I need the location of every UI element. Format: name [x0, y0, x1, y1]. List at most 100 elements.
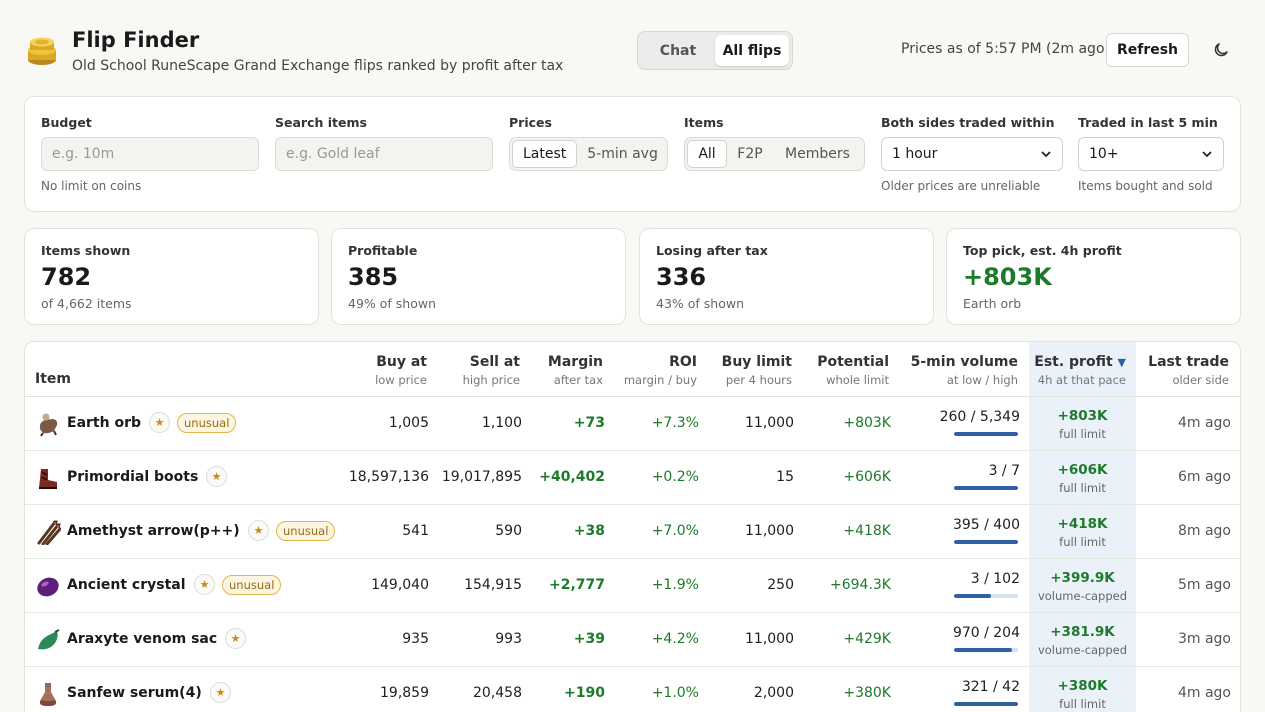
last-trade-cell: 4m ago [1177, 415, 1231, 431]
roi-cell: +0.2% [651, 469, 699, 485]
page-subtitle: Old School RuneScape Grand Exchange flip… [72, 58, 564, 74]
stat-value: 336 [656, 263, 707, 291]
potential-cell: +380K [843, 685, 891, 701]
volume-bar [954, 486, 1018, 490]
volume-cell: 3 / 7 [988, 463, 1020, 479]
est-profit-value: +380K [1057, 678, 1108, 694]
item-name[interactable]: Ancient crystal [67, 577, 186, 593]
moon-icon [1214, 42, 1228, 56]
volume-bar-fill [954, 432, 1018, 436]
margin-cell: +38 [573, 523, 605, 539]
item-name[interactable]: Primordial boots [67, 469, 199, 485]
est-profit-cell: +606K full limit [1029, 462, 1136, 495]
est-profit-note: volume-capped [1037, 589, 1128, 603]
star-icon[interactable]: ★ [206, 466, 227, 487]
search-input[interactable] [275, 137, 493, 171]
table-row[interactable]: Ancient crystal ★ unusual 149,040 154,915 +2,… [25, 559, 1240, 613]
tab-all-flips[interactable]: All flips [715, 35, 789, 66]
col-item[interactable]: Item [35, 371, 71, 387]
item-name[interactable]: Earth orb [67, 415, 141, 431]
table-row[interactable]: Amethyst arrow(p++) ★ unusual 541 590 +38 +7.0… [25, 505, 1240, 559]
buy-limit-cell: 11,000 [745, 523, 794, 539]
est-profit-value: +418K [1057, 516, 1108, 532]
mode-toggle: Chat All flips [637, 31, 793, 70]
prices-latest-button[interactable]: Latest [512, 140, 578, 168]
buy-limit-cell: 2,000 [753, 685, 794, 701]
coins-icon [28, 37, 56, 65]
refresh-button[interactable]: Refresh [1106, 33, 1189, 67]
crystal-icon [35, 573, 61, 599]
table-row[interactable]: Earth orb ★ unusual 1,005 1,100 +73 +7.3% 11,00… [25, 397, 1240, 451]
items-members-button[interactable]: Members [773, 140, 862, 168]
col-potential[interactable]: Potential whole limit [817, 354, 889, 387]
last-trade-cell: 5m ago [1177, 577, 1231, 593]
last-trade-cell: 6m ago [1177, 469, 1231, 485]
est-profit-value: +399.9K [1050, 570, 1115, 586]
star-icon[interactable]: ★ [248, 520, 269, 541]
traded-last-select[interactable]: 10+ [1078, 137, 1224, 171]
potential-cell: +803K [843, 415, 891, 431]
chevron-down-icon [1041, 151, 1051, 158]
roi-cell: +7.0% [651, 523, 699, 539]
star-icon[interactable]: ★ [225, 628, 246, 649]
table-row[interactable]: Primordial boots ★ 18,597,136 19,017,895 +40… [25, 451, 1240, 505]
potential-cell: +606K [843, 469, 891, 485]
potential-cell: +418K [843, 523, 891, 539]
sell-cell: 20,458 [473, 685, 522, 701]
est-profit-cell: +418K full limit [1029, 516, 1136, 549]
col-roi[interactable]: ROI margin / buy [623, 354, 697, 387]
prices-toggle: Latest 5-min avg [509, 137, 668, 171]
col-est-profit[interactable]: Est. profit ▼ 4h at that pace [1034, 354, 1126, 387]
unusual-badge: unusual [177, 413, 237, 433]
arrows-icon [35, 519, 62, 546]
volume-cell: 395 / 400 [952, 517, 1020, 533]
item-name[interactable]: Araxyte venom sac [67, 631, 218, 647]
buy-cell: 935 [402, 631, 429, 647]
buy-limit-cell: 15 [776, 469, 794, 485]
budget-input[interactable] [41, 137, 259, 171]
stat-value: +803K [963, 263, 1052, 291]
margin-cell: +40,402 [539, 469, 605, 485]
table-row[interactable]: Araxyte venom sac ★ 935 993 +39 +4.2% 11,000 +4… [25, 613, 1240, 667]
sell-cell: 993 [495, 631, 522, 647]
col-volume[interactable]: 5-min volume at low / high [910, 354, 1018, 387]
sell-cell: 154,915 [464, 577, 522, 593]
app-header: Flip Finder Old School RuneScape Grand E… [24, 26, 1241, 76]
col-sell-at[interactable]: Sell at high price [462, 354, 520, 387]
volume-bar-fill [954, 594, 992, 598]
col-last-trade[interactable]: Last trade older side [1148, 354, 1229, 387]
col-buy-at[interactable]: Buy at low price [375, 354, 427, 387]
flips-table: Item Buy at low price Sell at high price M… [24, 341, 1241, 712]
stat-card-items-shown: Items shown 782 of 4,662 items [24, 228, 319, 325]
theme-toggle-button[interactable] [1208, 38, 1234, 64]
tab-chat[interactable]: Chat [641, 35, 715, 66]
est-profit-cell: +399.9K volume-capped [1029, 570, 1136, 603]
item-name[interactable]: Sanfew serum(4) [67, 685, 202, 701]
buy-limit-cell: 250 [767, 577, 794, 593]
col-buy-limit[interactable]: Buy limit per 4 hours [721, 354, 792, 387]
stat-label: Items shown [41, 243, 131, 258]
roi-cell: +4.2% [651, 631, 699, 647]
sell-cell: 1,100 [481, 415, 522, 431]
volume-bar [954, 702, 1018, 706]
items-f2p-button[interactable]: F2P [727, 140, 773, 168]
prices-label: Prices [509, 115, 552, 130]
est-profit-note: full limit [1059, 535, 1106, 549]
item-name[interactable]: Amethyst arrow(p++) [67, 523, 240, 539]
prices-5min-avg-button[interactable]: 5-min avg [577, 140, 668, 168]
est-profit-note: full limit [1059, 697, 1106, 711]
star-icon[interactable]: ★ [210, 682, 231, 703]
traded-within-select[interactable]: 1 hour [881, 137, 1063, 171]
est-profit-note: volume-capped [1037, 643, 1128, 657]
star-icon[interactable]: ★ [194, 574, 215, 595]
table-row[interactable]: Sanfew serum(4) ★ 19,859 20,458 +190 +1.0% 2,0… [25, 667, 1240, 712]
sorted-column-highlight [1029, 342, 1136, 712]
est-profit-cell: +380K full limit [1029, 678, 1136, 711]
unusual-badge: unusual [276, 521, 336, 541]
star-icon[interactable]: ★ [149, 412, 170, 433]
boots-icon [35, 465, 61, 491]
margin-cell: +39 [573, 631, 605, 647]
col-margin[interactable]: Margin after tax [547, 354, 603, 387]
items-all-button[interactable]: All [687, 140, 727, 168]
sell-cell: 590 [495, 523, 522, 539]
